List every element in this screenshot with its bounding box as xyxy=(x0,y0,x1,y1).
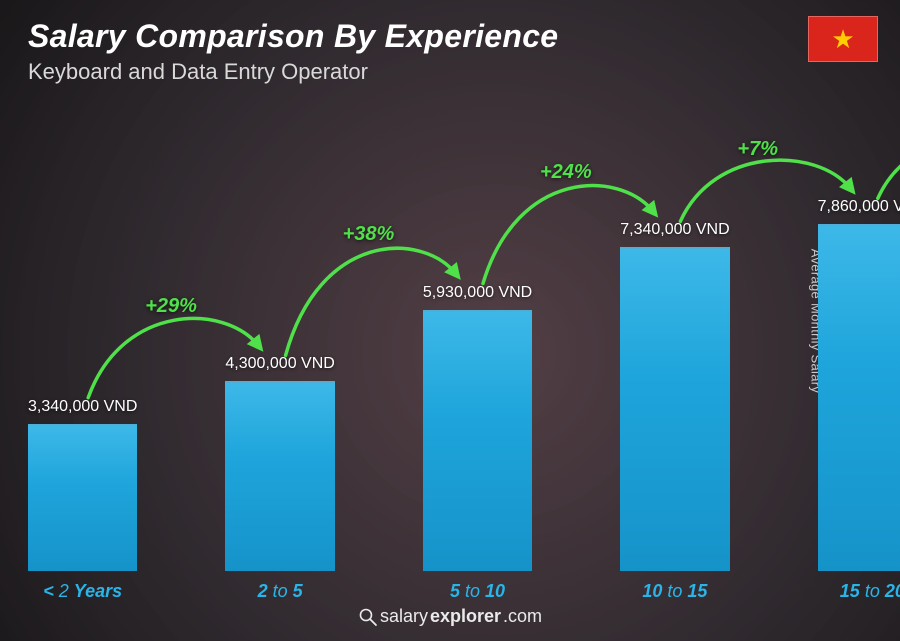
magnifier-icon xyxy=(358,607,378,627)
bar-label-2: 5 to 10 xyxy=(450,581,505,602)
bar-col-0: 3,340,000 VND< 2 Years xyxy=(28,398,137,571)
bar-value-2: 5,930,000 VND xyxy=(423,284,532,302)
bar-label-1: 2 to 5 xyxy=(258,581,303,602)
bar-col-2: 5,930,000 VND5 to 10 xyxy=(423,284,532,572)
bar-2 xyxy=(423,310,532,572)
brand-text-2: explorer xyxy=(430,606,501,627)
bar-value-3: 7,340,000 VND xyxy=(620,221,729,239)
bar-label-0: < 2 Years xyxy=(43,581,122,602)
bar-4 xyxy=(818,224,900,571)
bar-1 xyxy=(225,381,334,571)
bar-col-3: 7,340,000 VND10 to 15 xyxy=(620,221,729,571)
star-icon: ★ xyxy=(831,26,854,52)
bar-chart: 3,340,000 VND< 2 Years 4,300,000 VND2 to … xyxy=(28,141,840,571)
bar-value-0: 3,340,000 VND xyxy=(28,398,137,416)
brand-text-3: .com xyxy=(503,606,542,627)
bar-value-4: 7,860,000 VND xyxy=(818,198,900,216)
bar-col-1: 4,300,000 VND2 to 5 xyxy=(225,355,334,571)
bar-value-1: 4,300,000 VND xyxy=(225,355,334,373)
flag-vietnam: ★ xyxy=(808,16,878,62)
chart-title: Salary Comparison By Experience xyxy=(28,18,558,55)
chart-subtitle: Keyboard and Data Entry Operator xyxy=(28,59,558,85)
brand-logo: salaryexplorer.com xyxy=(358,606,542,627)
bar-0 xyxy=(28,424,137,571)
bar-col-4: 7,860,000 VND15 to 20 xyxy=(818,198,900,571)
bar-label-3: 10 to 15 xyxy=(642,581,707,602)
bar-label-4: 15 to 20 xyxy=(840,581,900,602)
brand-text-1: salary xyxy=(380,606,428,627)
bar-3 xyxy=(620,247,729,571)
